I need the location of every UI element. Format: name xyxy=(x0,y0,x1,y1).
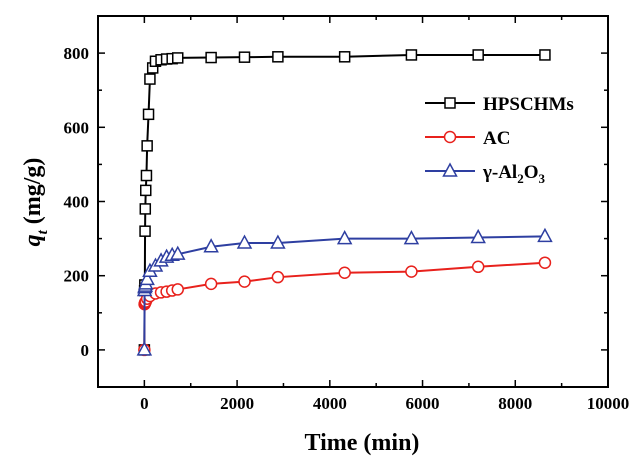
series-layer xyxy=(136,49,553,357)
data-point xyxy=(472,49,484,61)
data-point xyxy=(171,52,184,64)
data-point xyxy=(169,245,186,260)
data-point xyxy=(203,238,219,253)
data-point xyxy=(171,283,184,296)
data-point xyxy=(144,73,156,85)
data-point xyxy=(537,227,553,243)
data-point xyxy=(539,49,551,61)
legend-item: γ-Al2O3 xyxy=(425,162,546,186)
data-point xyxy=(336,230,353,245)
data-point xyxy=(140,184,152,197)
legend-label-main: HPSCHMs xyxy=(483,94,574,115)
legend-marker xyxy=(442,162,458,177)
data-point xyxy=(403,230,420,245)
data-point xyxy=(272,51,284,63)
plot-frame xyxy=(97,15,609,388)
data-point xyxy=(139,203,152,215)
legend: HPSCHMs AC γ-Al2O3 xyxy=(425,94,574,186)
legend-label-main: γ-Al xyxy=(482,162,517,183)
data-point xyxy=(538,256,552,269)
series-circle xyxy=(138,256,552,357)
y-axis-title: qt (mg/g) xyxy=(20,158,51,247)
data-point xyxy=(338,51,351,63)
legend-item: AC xyxy=(425,128,510,149)
data-point xyxy=(236,234,253,249)
y-tick-label: 600 xyxy=(64,118,90,137)
x-axis-title: Time (min) xyxy=(305,430,420,456)
legend-label: HPSCHMs xyxy=(483,94,574,115)
series-line xyxy=(143,235,545,350)
y-axis-units: (mg/g) xyxy=(20,158,46,231)
data-point xyxy=(405,265,418,278)
y-tick-label: 400 xyxy=(64,193,90,212)
x-tick-label: 4000 xyxy=(313,394,347,413)
y-axis-symbol: q xyxy=(20,234,46,246)
data-point xyxy=(238,275,251,288)
data-point xyxy=(141,140,153,152)
legend-label-main: O xyxy=(524,162,539,183)
y-tick-label: 0 xyxy=(81,341,90,360)
data-point xyxy=(338,266,351,279)
x-tick-label: 0 xyxy=(140,394,149,413)
legend-marker xyxy=(444,97,456,109)
data-point xyxy=(405,49,418,61)
legend-label-main: AC xyxy=(483,128,510,149)
legend-label: γ-Al2O3 xyxy=(482,162,546,186)
data-point xyxy=(139,225,151,237)
legend-marker xyxy=(443,130,457,144)
data-point xyxy=(205,51,217,64)
data-point xyxy=(471,260,485,274)
data-point xyxy=(271,270,285,284)
legend-item: HPSCHMs xyxy=(425,94,574,115)
data-point xyxy=(204,277,218,291)
x-tick-label: 10000 xyxy=(587,394,630,413)
data-point xyxy=(136,341,153,356)
legend-label-sub: 3 xyxy=(539,171,546,186)
axis-ticks: 0 2000 4000 6000 8000 10000 0 200 400 600 800 xyxy=(64,15,630,413)
y-tick-label: 200 xyxy=(64,267,90,286)
legend-label: AC xyxy=(483,128,510,149)
x-tick-label: 2000 xyxy=(220,394,254,413)
data-point xyxy=(139,270,155,286)
series-triangle xyxy=(136,227,553,356)
data-point xyxy=(140,169,153,182)
x-tick-label: 6000 xyxy=(406,394,440,413)
y-axis-subscript: t xyxy=(35,229,51,234)
data-point xyxy=(270,234,286,249)
data-point xyxy=(142,108,155,121)
legend-label-sub: 2 xyxy=(517,171,524,186)
x-tick-label: 8000 xyxy=(498,394,532,413)
y-tick-label: 800 xyxy=(64,44,90,63)
data-point xyxy=(470,228,486,244)
plot-border xyxy=(97,15,609,388)
series-square xyxy=(138,49,551,356)
data-point xyxy=(238,51,251,63)
